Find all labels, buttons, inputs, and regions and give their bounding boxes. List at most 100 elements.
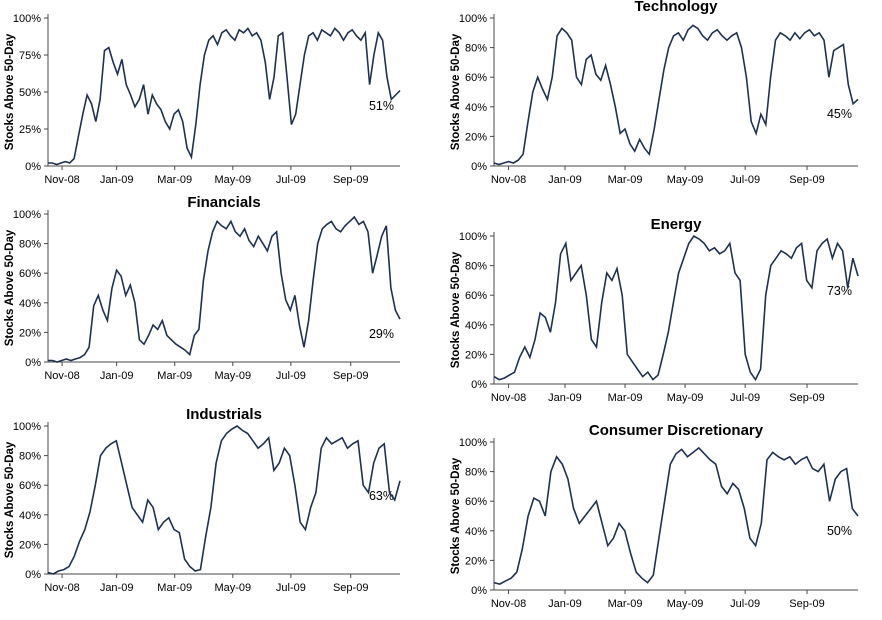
x-tick-label: Mar-09 xyxy=(608,174,643,186)
y-tick-label: 80% xyxy=(465,43,487,55)
x-tick-label: Jan-09 xyxy=(548,174,582,186)
x-tick-label: May-09 xyxy=(214,582,251,594)
chart-energy: Energy 73% 0% 20% 40% 60% 80% 100% Nov-08 Jan-0… xyxy=(448,216,872,414)
y-axis-title: Stocks Above 50-Day xyxy=(4,229,16,346)
chart-end-value-label: 51% xyxy=(368,98,394,113)
line-chart-svg: 0% 25% 50% 75% 100% Nov-08 Jan-09 Mar-09 May-09 J… xyxy=(4,13,401,186)
y-tick-label: 0% xyxy=(25,161,41,173)
y-axis-title: Stocks Above 50-Day xyxy=(4,441,16,558)
series-line xyxy=(493,446,859,585)
x-tick-label: Jul-09 xyxy=(730,174,760,186)
x-axis-ticks: Nov-08 Jan-09 Mar-09 May-09 Jul-09 Sep-09 xyxy=(491,590,825,610)
x-axis-ticks: Nov-08 Jan-09 Mar-09 May-09 Jul-09 Sep-09 xyxy=(491,166,825,186)
x-tick-label: Nov-08 xyxy=(491,174,526,186)
y-axis-ticks: 0% 20% 40% 60% 80% 100% xyxy=(459,437,494,597)
x-tick-label: Jul-09 xyxy=(276,582,306,594)
y-tick-label: 100% xyxy=(13,13,41,25)
x-tick-label: Jul-09 xyxy=(730,392,760,404)
x-tick-label: Jul-09 xyxy=(730,598,760,610)
y-tick-label: 40% xyxy=(465,320,487,332)
y-tick-label: 60% xyxy=(19,268,41,280)
y-tick-label: 0% xyxy=(471,585,487,597)
chart-end-value-label: 29% xyxy=(368,327,394,342)
y-tick-label: 0% xyxy=(25,357,41,369)
y-axis-ticks: 0% 20% 40% 60% 80% 100% xyxy=(459,231,494,391)
y-tick-label: 60% xyxy=(19,480,41,492)
y-tick-label: 40% xyxy=(465,526,487,538)
x-axis-ticks: Nov-08 Jan-09 Mar-09 May-09 Jul-09 Sep-09 xyxy=(44,362,368,382)
y-tick-label: 0% xyxy=(471,161,487,173)
x-tick-label: Nov-08 xyxy=(491,392,526,404)
y-tick-label: 20% xyxy=(19,327,41,339)
x-tick-label: Sep-09 xyxy=(789,392,824,404)
y-tick-label: 40% xyxy=(19,298,41,310)
x-tick-label: Jan-09 xyxy=(100,582,134,594)
x-axis-ticks: Nov-08 Jan-09 Mar-09 May-09 Jul-09 Sep-09 xyxy=(44,574,368,594)
chart-title: Financials xyxy=(187,194,261,211)
x-tick-label: May-09 xyxy=(667,598,704,610)
x-tick-label: Sep-09 xyxy=(333,370,368,382)
chart-1-stocks-above-50day: 51% 0% 25% 50% 75% 100% Nov-08 Jan-09 Mar-09 May… xyxy=(2,0,414,196)
x-tick-label: Jan-09 xyxy=(100,370,134,382)
series-line xyxy=(47,425,401,575)
y-axis-title: Stocks Above 50-Day xyxy=(450,251,462,368)
chart-end-value-label: 50% xyxy=(826,524,852,538)
chart-technology: Technology 45% 0% 20% 40% 60% 80% 100% Nov-08 J… xyxy=(448,0,872,196)
x-tick-label: Jul-09 xyxy=(276,370,306,382)
chart-consumer-discretionary: Consumer Discretionary 50% 0% 20% 40% 60% 80… xyxy=(448,422,872,620)
line-chart-svg: 0% 20% 40% 60% 80% 100% Nov-08 Jan-09 Mar-09 May-… xyxy=(4,209,401,382)
x-tick-label: May-09 xyxy=(214,370,251,382)
chart-title: Energy xyxy=(650,216,702,233)
y-tick-label: 100% xyxy=(13,421,41,433)
y-axis-ticks: 0% 20% 40% 60% 80% 100% xyxy=(459,13,494,173)
chart-end-value-label: 63% xyxy=(368,488,394,503)
y-tick-label: 40% xyxy=(19,510,41,522)
y-tick-label: 80% xyxy=(19,239,41,251)
y-axis-title: Stocks Above 50-Day xyxy=(450,457,462,574)
y-tick-label: 60% xyxy=(465,290,487,302)
chart-end-value-label: 45% xyxy=(826,107,852,122)
y-tick-label: 25% xyxy=(19,124,41,136)
y-tick-label: 60% xyxy=(465,72,487,84)
y-tick-label: 75% xyxy=(19,50,41,62)
x-tick-label: Mar-09 xyxy=(157,582,192,594)
x-tick-label: Mar-09 xyxy=(157,370,192,382)
y-tick-label: 20% xyxy=(19,539,41,551)
y-tick-label: 20% xyxy=(465,131,487,143)
y-tick-label: 50% xyxy=(19,87,41,99)
x-tick-label: Mar-09 xyxy=(608,598,643,610)
y-tick-label: 100% xyxy=(459,231,487,243)
y-axis-ticks: 0% 20% 40% 60% 80% 100% xyxy=(13,421,48,581)
x-tick-label: May-09 xyxy=(667,392,704,404)
x-axis-ticks: Nov-08 Jan-09 Mar-09 May-09 Jul-09 Sep-09 xyxy=(44,166,368,186)
x-tick-label: May-09 xyxy=(667,174,704,186)
axes xyxy=(493,14,858,167)
y-tick-label: 100% xyxy=(459,13,487,25)
y-tick-label: 100% xyxy=(459,437,487,449)
line-chart-svg: 0% 20% 40% 60% 80% 100% Nov-08 Jan-09 Mar-09 May-… xyxy=(450,13,859,186)
x-tick-label: Nov-08 xyxy=(44,370,79,382)
series-line xyxy=(48,215,401,363)
y-tick-label: 40% xyxy=(465,102,487,114)
y-axis-ticks: 0% 25% 50% 75% 100% xyxy=(13,13,48,173)
chart-title: Consumer Discretionary xyxy=(588,422,764,439)
y-tick-label: 80% xyxy=(465,261,487,273)
x-tick-label: Nov-08 xyxy=(491,598,526,610)
axes xyxy=(47,422,400,575)
axes xyxy=(47,210,400,363)
x-tick-label: Nov-08 xyxy=(44,582,79,594)
axes xyxy=(493,438,858,591)
axes xyxy=(493,232,858,385)
x-tick-label: May-09 xyxy=(214,174,251,186)
x-tick-label: Jul-09 xyxy=(276,174,306,186)
x-tick-label: Nov-08 xyxy=(44,174,79,186)
y-tick-label: 20% xyxy=(465,349,487,361)
y-axis-ticks: 0% 20% 40% 60% 80% 100% xyxy=(13,209,48,369)
x-tick-label: Mar-09 xyxy=(157,174,192,186)
line-chart-svg: 0% 20% 40% 60% 80% 100% Nov-08 Jan-09 Mar-09 May-… xyxy=(450,437,859,610)
x-tick-label: Jan-09 xyxy=(548,598,582,610)
y-tick-label: 0% xyxy=(25,569,41,581)
series-line xyxy=(493,24,859,166)
x-axis-ticks: Nov-08 Jan-09 Mar-09 May-09 Jul-09 Sep-09 xyxy=(491,384,825,404)
line-chart-svg: 0% 20% 40% 60% 80% 100% Nov-08 Jan-09 Mar-09 May-… xyxy=(450,231,859,404)
